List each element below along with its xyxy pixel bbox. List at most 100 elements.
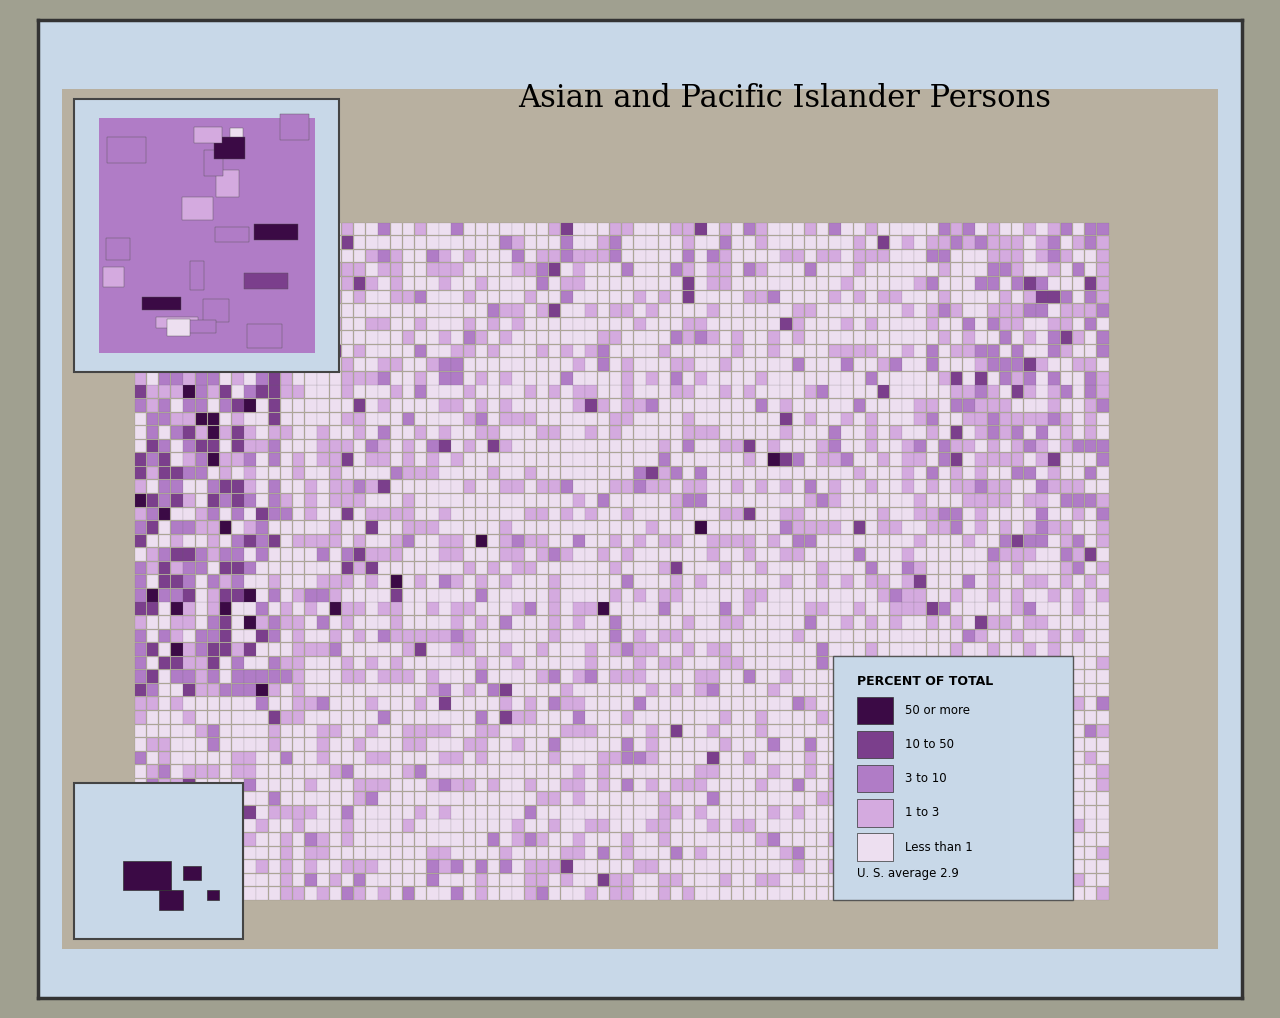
Bar bbox=[854, 494, 865, 507]
Bar bbox=[646, 562, 658, 574]
Bar bbox=[293, 345, 305, 357]
Bar bbox=[781, 386, 792, 398]
Bar bbox=[598, 589, 609, 602]
Bar bbox=[1073, 249, 1084, 263]
Bar bbox=[781, 467, 792, 479]
Bar bbox=[500, 358, 512, 371]
Bar bbox=[500, 427, 512, 439]
Bar bbox=[659, 670, 669, 683]
Bar bbox=[390, 494, 402, 507]
Bar bbox=[317, 521, 329, 533]
Bar bbox=[256, 562, 268, 574]
Bar bbox=[379, 304, 390, 317]
Bar bbox=[512, 738, 524, 750]
Bar bbox=[536, 738, 548, 750]
Bar bbox=[342, 873, 353, 887]
Bar bbox=[342, 427, 353, 439]
Bar bbox=[1073, 480, 1084, 493]
Bar bbox=[684, 711, 694, 724]
Bar bbox=[622, 873, 634, 887]
Bar bbox=[646, 833, 658, 846]
Bar bbox=[671, 358, 682, 371]
Bar bbox=[1085, 657, 1097, 670]
Bar bbox=[1073, 318, 1084, 330]
Bar bbox=[536, 860, 548, 872]
Bar bbox=[938, 643, 950, 656]
Bar bbox=[305, 358, 316, 371]
Bar bbox=[525, 603, 536, 615]
Bar bbox=[609, 792, 621, 805]
Bar bbox=[756, 534, 768, 548]
Bar bbox=[147, 412, 159, 426]
Bar bbox=[220, 453, 232, 466]
Bar bbox=[428, 264, 439, 276]
Bar bbox=[366, 860, 378, 872]
Bar bbox=[232, 792, 243, 805]
Bar bbox=[428, 494, 439, 507]
Bar bbox=[1073, 616, 1084, 629]
Bar bbox=[305, 792, 316, 805]
Bar bbox=[280, 616, 292, 629]
Bar bbox=[1073, 534, 1084, 548]
Bar bbox=[536, 249, 548, 263]
Bar bbox=[756, 603, 768, 615]
Bar bbox=[220, 277, 232, 289]
Bar bbox=[1048, 236, 1060, 249]
Bar bbox=[988, 629, 998, 642]
Bar bbox=[525, 779, 536, 791]
Bar bbox=[196, 792, 207, 805]
Bar bbox=[878, 412, 890, 426]
Bar bbox=[305, 290, 316, 303]
Bar bbox=[232, 521, 243, 533]
Bar bbox=[390, 819, 402, 832]
Bar bbox=[598, 766, 609, 778]
Bar bbox=[220, 751, 232, 765]
Bar bbox=[1073, 236, 1084, 249]
Bar bbox=[134, 643, 146, 656]
Bar bbox=[829, 847, 841, 859]
Bar bbox=[732, 888, 744, 900]
Bar bbox=[280, 819, 292, 832]
Bar bbox=[1061, 345, 1073, 357]
Bar bbox=[684, 331, 694, 344]
Bar bbox=[609, 629, 621, 642]
Bar bbox=[269, 779, 280, 791]
Bar bbox=[963, 888, 974, 900]
Bar bbox=[488, 575, 499, 588]
Bar bbox=[684, 575, 694, 588]
Bar bbox=[975, 549, 987, 561]
Bar bbox=[695, 670, 707, 683]
Bar bbox=[671, 427, 682, 439]
Bar bbox=[890, 873, 901, 887]
Bar bbox=[536, 779, 548, 791]
Bar bbox=[525, 670, 536, 683]
Bar bbox=[342, 643, 353, 656]
Bar bbox=[902, 670, 914, 683]
Bar bbox=[525, 345, 536, 357]
Bar bbox=[476, 508, 488, 520]
Bar bbox=[500, 249, 512, 263]
Bar bbox=[914, 603, 925, 615]
Bar bbox=[573, 399, 585, 411]
Bar bbox=[585, 766, 596, 778]
Bar bbox=[390, 412, 402, 426]
Bar bbox=[525, 725, 536, 737]
Bar bbox=[172, 657, 183, 670]
Bar bbox=[220, 847, 232, 859]
Bar bbox=[927, 575, 938, 588]
Bar bbox=[366, 236, 378, 249]
Bar bbox=[829, 888, 841, 900]
Bar bbox=[829, 372, 841, 385]
Bar bbox=[293, 236, 305, 249]
Bar bbox=[1073, 264, 1084, 276]
Bar bbox=[293, 412, 305, 426]
Bar bbox=[280, 766, 292, 778]
Bar bbox=[646, 386, 658, 398]
Bar bbox=[280, 453, 292, 466]
Bar bbox=[951, 738, 963, 750]
Bar bbox=[463, 711, 475, 724]
Bar bbox=[1024, 575, 1036, 588]
Bar bbox=[878, 751, 890, 765]
Bar bbox=[244, 806, 256, 818]
Bar bbox=[317, 345, 329, 357]
